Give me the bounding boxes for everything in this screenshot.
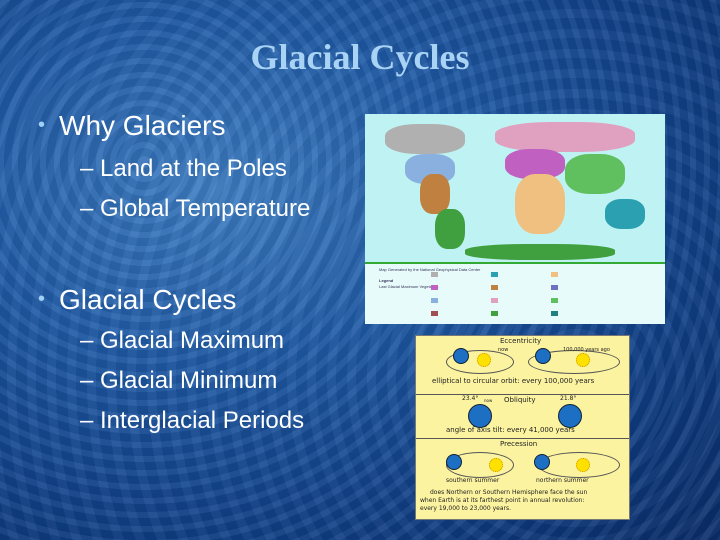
obliquity-section: Obliquity 23.4° now 21.8° angle of axis … [416,394,629,439]
slide-title: Glacial Cycles [250,37,470,77]
label: 100,000 years ago [563,347,610,353]
heading: Obliquity [504,396,536,404]
label: now [484,398,493,403]
legend-swatch [551,272,558,277]
bullet-why-glaciers: • Why Glaciers [38,110,225,142]
label: now [498,347,509,353]
earth-icon [535,348,551,364]
legend-subtitle: Last Glacial Maximum Vegetation [379,284,439,289]
sub-bullet: – Glacial Maximum [80,327,285,354]
heading: Eccentricity [500,337,542,345]
heading: Precession [500,440,538,448]
label: northern summer [536,477,589,484]
map-legend: Map Generated by the National Geophysica… [365,262,665,324]
caption: when Earth is at its farthest point in a… [420,497,585,504]
bullet-label: Glacial Cycles [59,284,237,315]
earth-icon [558,404,582,428]
legend-swatch [551,311,558,316]
legend-swatch [491,285,498,290]
legend-swatch [551,285,558,290]
milankovitch-cycles-image: Eccentricity now 100,000 years ago ellip… [415,335,630,520]
legend-swatch [431,311,438,316]
sub-bullet: – Glacial Minimum [80,367,278,394]
earth-icon [468,404,492,428]
bullet-label: Why Glaciers [59,110,226,141]
eccentricity-section: Eccentricity now 100,000 years ago ellip… [416,336,629,395]
label: 21.8° [560,395,577,402]
bullet-icon: • [38,114,46,136]
bullet-icon: • [38,288,46,310]
legend-swatch [491,298,498,303]
bullet-glacial-cycles: • Glacial Cycles [38,284,236,316]
map-credit: Map Generated by the National Geophysica… [379,267,481,272]
earth-icon [453,348,469,364]
sub-bullet: – Land at the Poles [80,155,287,182]
vegetation-map-image: Map Generated by the National Geophysica… [365,114,665,324]
label: 23.4° [462,395,479,402]
legend-swatch [431,285,438,290]
sub-bullet: – Global Temperature [80,195,311,222]
legend-swatch [491,272,498,277]
sun-icon [576,353,590,367]
legend-title: Legend [379,278,394,283]
sun-icon [489,458,503,472]
caption: elliptical to circular orbit: every 100,… [432,377,595,385]
caption: angle of axis tilt: every 41,000 years [446,426,575,434]
label: southern summer [446,477,500,484]
legend-swatch [551,298,558,303]
legend-swatch [491,311,498,316]
caption: does Northern or Southern Hemisphere fac… [430,489,588,496]
legend-swatch [431,272,438,277]
legend-swatch [431,298,438,303]
precession-section: Precession southern summer northern summ… [416,438,629,519]
earth-icon [446,454,462,470]
sun-icon [477,353,491,367]
caption: every 19,000 to 23,000 years. [420,505,512,512]
sub-bullet: – Interglacial Periods [80,407,305,434]
earth-icon [534,454,550,470]
sun-icon [576,458,590,472]
